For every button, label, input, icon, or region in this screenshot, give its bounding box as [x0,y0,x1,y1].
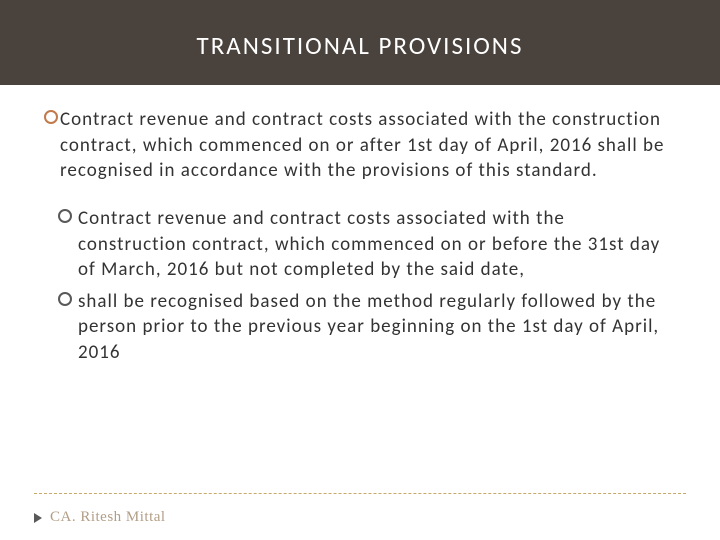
bullet-item: Contract revenue and contract costs asso… [44,206,676,283]
bullet-item: Contract revenue and contract costs asso… [44,107,676,184]
bullet-text: Contract revenue and contract costs asso… [78,206,676,283]
triangle-icon [34,513,42,523]
footer: CA. Ritesh Mittal [34,509,166,526]
footer-author: CA. Ritesh Mittal [50,509,166,526]
bullet-icon [58,209,72,223]
bullet-text: shall be recognised based on the method … [78,289,676,366]
slide-body: Contract revenue and contract costs asso… [0,85,720,366]
bullet-item: shall be recognised based on the method … [44,289,676,366]
slide: TRANSITIONAL PROVISIONS Contract revenue… [0,0,720,540]
bullet-accent-icon [44,110,58,124]
slide-title: TRANSITIONAL PROVISIONS [0,0,720,85]
bullet-icon [58,292,72,306]
bullet-text: Contract revenue and contract costs asso… [60,107,676,184]
footer-divider [34,493,686,494]
